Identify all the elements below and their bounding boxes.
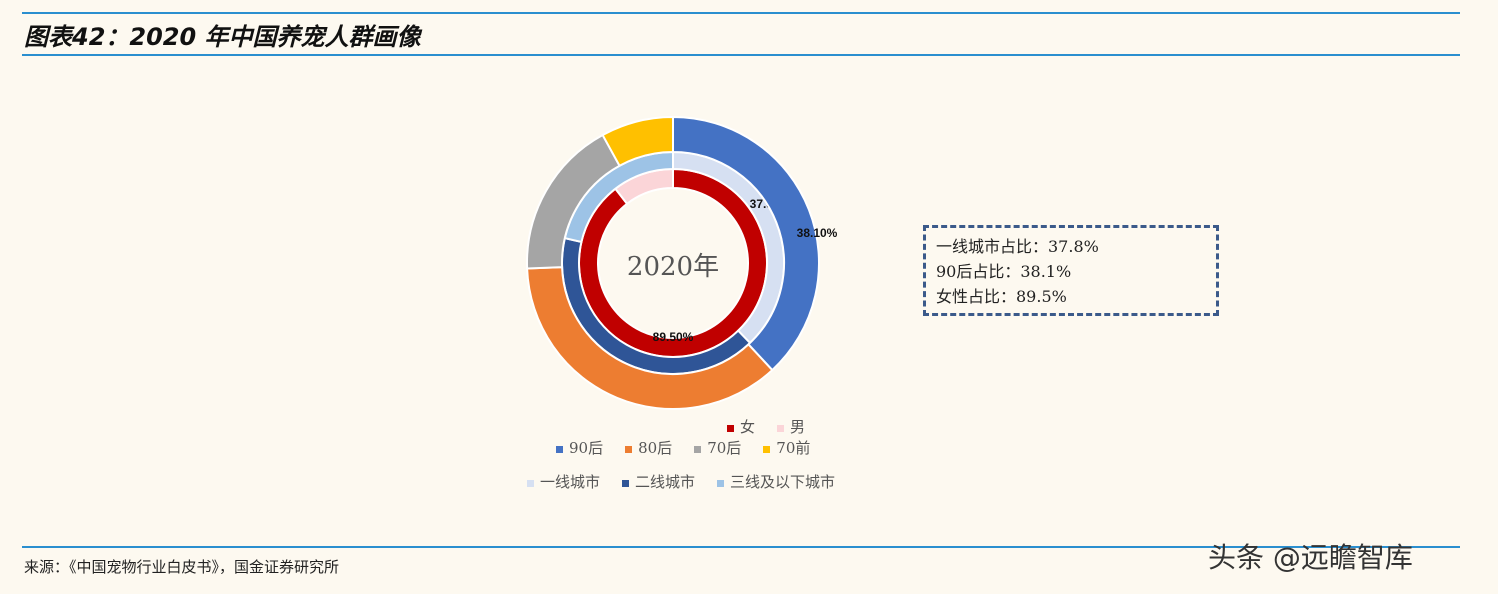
footer-rule [22, 546, 1460, 548]
legend-label: 70前 [776, 439, 811, 457]
center-label: 2020年 [627, 252, 719, 282]
title-rule [22, 54, 1460, 56]
legend-item: 二线城市 [622, 471, 695, 492]
source-note: 来源：《中国宠物行业白皮书》，国金证券研究所 [24, 558, 340, 576]
legend-swatch [622, 479, 630, 487]
legend-item: 一线城市 [527, 471, 600, 492]
legend-swatch [527, 479, 534, 487]
legend-label: 女 [740, 418, 756, 436]
legend-swatch [763, 445, 771, 453]
legend-label: 70后 [707, 439, 742, 457]
legend-label: 男 [790, 418, 806, 436]
legend-item: 80后 [625, 437, 672, 458]
legend-item: 70前 [763, 437, 810, 458]
summary-box: 一线城市占比：37.8% 90后占比：38.1% 女性占比：89.5% [923, 225, 1219, 316]
top-rule [22, 12, 1460, 14]
slice-age-3 [601, 115, 674, 168]
legend-label: 90后 [569, 439, 604, 457]
data-label: 38.10% [797, 226, 838, 240]
legend-label: 80后 [638, 439, 673, 457]
legend-gender: 女男 [727, 416, 805, 437]
summary-line: 90后占比：38.1% [936, 262, 1072, 281]
summary-line: 女性占比：89.5% [936, 287, 1067, 306]
legend-swatch [694, 445, 702, 453]
legend-swatch [727, 424, 734, 432]
legend-label: 一线城市 [540, 473, 601, 491]
figure-title: 图表42：2020 年中国养宠人群画像 [24, 23, 421, 51]
legend-item: 男 [777, 416, 805, 437]
summary-line: 一线城市占比：37.8% [936, 237, 1099, 256]
legend-item: 女 [727, 416, 755, 437]
legend-city: 一线城市 二线城市 三线及以下城市 [527, 471, 835, 492]
legend-age: 90后 80后 70后 70前 [556, 437, 810, 458]
legend-item: 三线及以下城市 [717, 471, 835, 492]
legend-swatch [556, 445, 563, 453]
legend-label: 三线及以下城市 [730, 473, 836, 491]
data-label: 89.50% [653, 330, 694, 344]
legend-swatch [717, 479, 725, 487]
legend-item: 90后 [556, 437, 603, 458]
legend-item: 70后 [694, 437, 741, 458]
slice-age-1 [526, 266, 774, 410]
legend-swatch [625, 445, 633, 453]
watermark: 头条 @远瞻智库 [1208, 541, 1413, 574]
legend-swatch [777, 424, 785, 432]
legend-label: 二线城市 [635, 473, 696, 491]
